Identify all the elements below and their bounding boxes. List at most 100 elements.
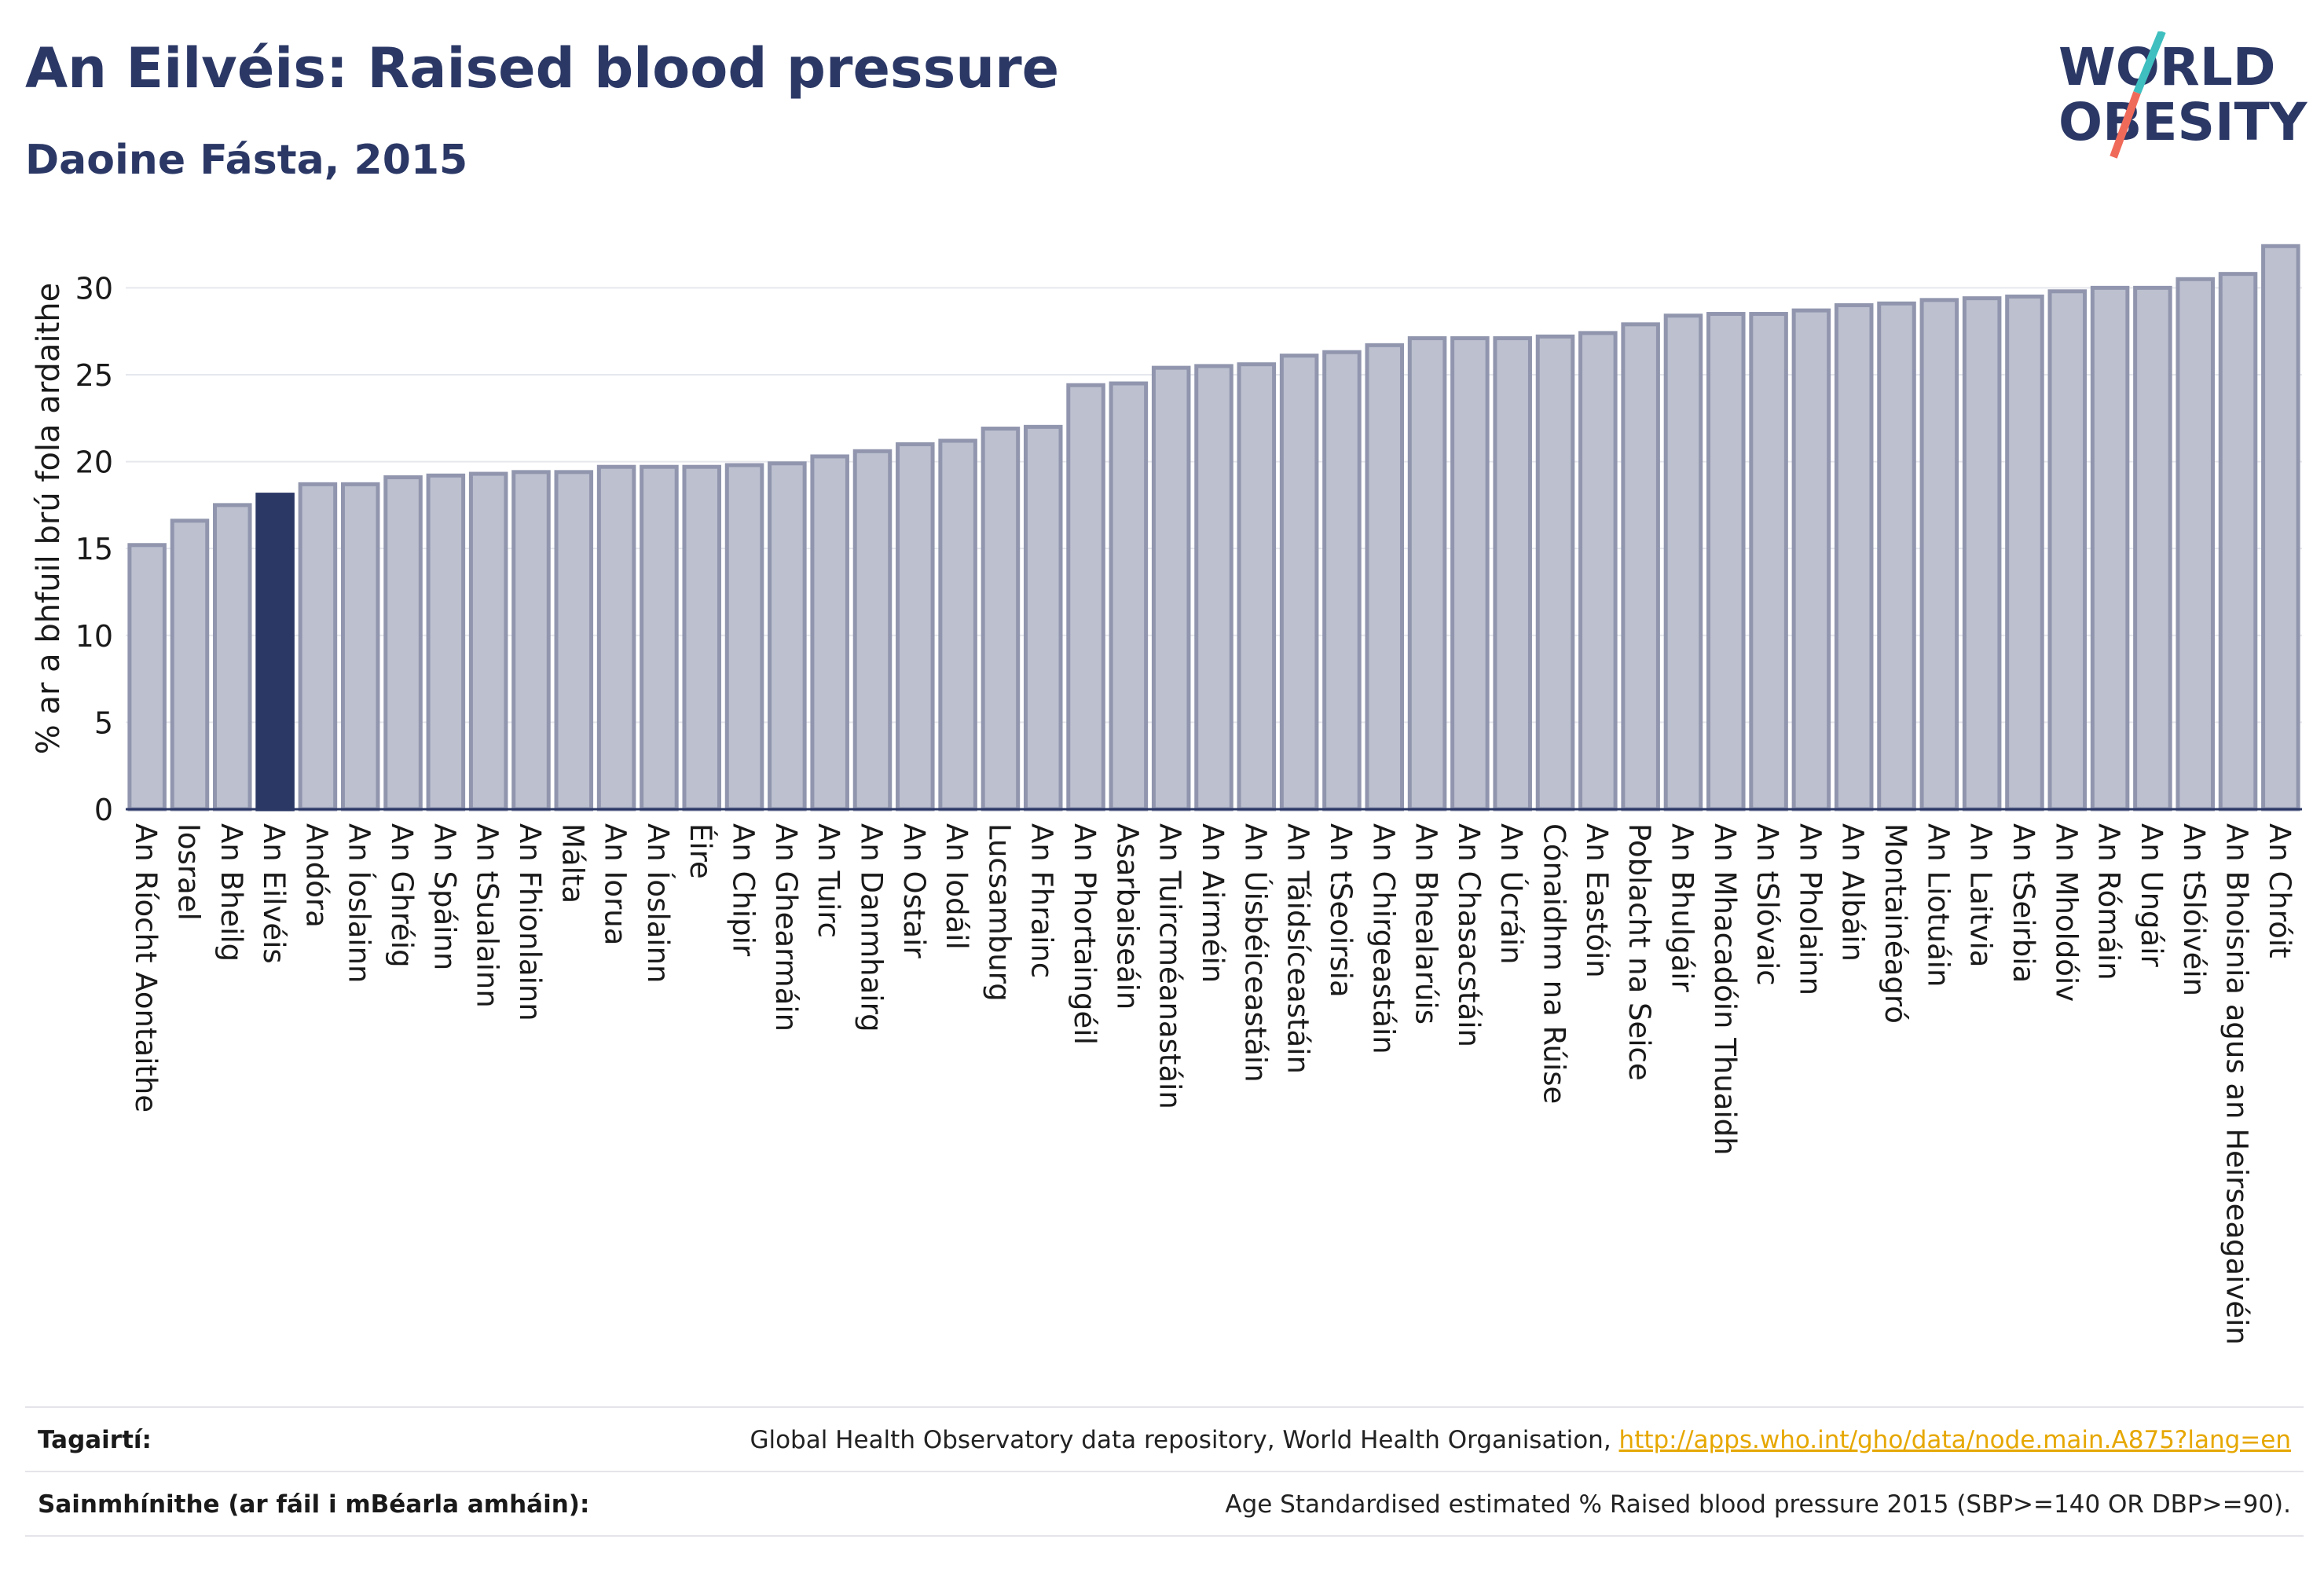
x-tick-label: Lucsamburg (982, 823, 1016, 1002)
bar (852, 449, 893, 812)
bar (468, 471, 508, 812)
bar (1322, 350, 1362, 812)
x-tick-label: An Albáin (1836, 823, 1870, 962)
x-tick-label: Andóra (299, 823, 333, 928)
bar (1749, 312, 1788, 812)
bar (981, 427, 1021, 812)
bar (938, 438, 977, 812)
references-row: Tagairtí: Global Health Observatory data… (25, 1406, 2304, 1472)
x-tick-label: Asarbaiseáin (1110, 823, 1144, 1010)
y-tick-label: 0 (94, 793, 113, 827)
x-tick-label: An Danmhairg (854, 823, 888, 1032)
bar (1237, 362, 1277, 812)
x-tick-label: An Íoslainn (641, 823, 676, 983)
y-tick-labels: 0 5 10 15 20 25 30 (75, 271, 113, 827)
chart-subtitle: Daoine Fásta, 2015 (25, 137, 468, 184)
bar (682, 464, 722, 812)
x-tick-label: An Fhionlainn (513, 823, 547, 1021)
bar (2005, 294, 2044, 812)
logo-slash-bottom (2110, 91, 2141, 159)
x-tick-label: An Phortaingéil (1068, 823, 1102, 1045)
x-tick-label: An Rómáin (2092, 823, 2126, 980)
bar (2261, 244, 2300, 812)
x-tick-label: An Ghearmáin (769, 823, 803, 1032)
x-tick-label: An Chirgeastáin (1366, 823, 1400, 1054)
references-text: Global Health Observatory data repositor… (750, 1426, 1619, 1454)
bar (2047, 289, 2088, 812)
x-tick-label: An Bhealarúis (1409, 823, 1443, 1024)
x-tick-label: An tSualainn (471, 823, 504, 1008)
x-tick-label: An tSlóvaic (1750, 823, 1784, 986)
x-tick-label: An Iorua (599, 823, 632, 945)
x-tick-label: Montainéagró (1879, 823, 1912, 1024)
bar (2218, 272, 2258, 812)
bar (1834, 302, 1874, 812)
x-tick-label: An Ghréig (385, 823, 419, 968)
bar (2133, 285, 2172, 812)
bar (596, 464, 636, 812)
x-tick-label: An Eastóin (1580, 823, 1614, 978)
x-tick-label: An Ostair (897, 823, 931, 958)
x-tick-label: An Liotuáin (1921, 823, 1955, 987)
bar (1535, 334, 1575, 812)
bar (1578, 331, 1618, 812)
bar (1450, 336, 1490, 812)
bars (127, 244, 2300, 812)
x-tick-label: An Bhulgáir (1665, 823, 1699, 993)
y-tick-label: 25 (75, 358, 113, 393)
x-tick-label: An Mholdóiv (2049, 823, 2083, 1002)
x-tick-label: An Fhrainc (1025, 823, 1059, 978)
logo-line2: OBESITY (2058, 92, 2308, 152)
x-tick-label: Éire (684, 823, 718, 879)
y-tick-label: 5 (94, 706, 113, 740)
x-tick-label: An Úisbéiceastáin (1238, 823, 1273, 1083)
bar (340, 482, 380, 812)
x-tick-label: An Chróit (2263, 823, 2297, 958)
bar (1621, 322, 1660, 812)
definitions-row: Sainmhínithe (ar fáil i mBéarla amháin):… (25, 1471, 2304, 1537)
x-tick-label: An Úcráin (1494, 823, 1529, 965)
bar (896, 442, 935, 812)
chart-title: An Eilvéis: Raised blood pressure (25, 36, 1060, 101)
bar (1791, 308, 1831, 812)
x-tick-label: Iosrael (171, 823, 205, 921)
x-tick-label: An Spáinn (427, 823, 461, 970)
y-tick-label: 15 (75, 532, 113, 566)
bar (554, 470, 594, 812)
bar (1365, 343, 1405, 812)
x-tick-label: An Airméin (1196, 823, 1230, 983)
x-tick-label: An Bhoisnia agus an Heirseagaivéin (2220, 823, 2254, 1345)
x-tick-label: An Íoslainn (343, 823, 377, 983)
x-tick-label: An Ungáir (2135, 823, 2168, 967)
x-tick-label: An Laitvia (1964, 823, 1998, 967)
x-tick-label: An Iodáil (940, 823, 973, 950)
bar (170, 519, 210, 812)
x-tick-label: An Pholainn (1793, 823, 1827, 995)
bar (1877, 301, 1916, 812)
bar (1151, 365, 1191, 812)
definitions-label: Sainmhínithe (ar fáil i mBéarla amháin): (38, 1490, 590, 1519)
y-tick-label: 20 (75, 445, 113, 480)
x-tick-label: Poblacht na Seice (1622, 823, 1656, 1081)
bar (383, 475, 423, 812)
x-tick-label: An Bheilg (214, 823, 248, 962)
bar (127, 543, 167, 812)
bar (724, 463, 764, 812)
logo-line1: WORLD (2058, 37, 2276, 97)
bar (298, 482, 338, 812)
definitions-text: Age Standardised estimated % Raised bloo… (1225, 1490, 2291, 1519)
x-tick-label: Málta (555, 823, 589, 903)
bar (1023, 424, 1063, 812)
x-tick-label: An Táidsíceastáin (1281, 823, 1315, 1074)
references-link[interactable]: http://apps.who.int/gho/data/node.main.A… (1618, 1426, 2291, 1454)
references-label: Tagairtí: (38, 1426, 152, 1454)
bar (810, 454, 849, 812)
x-tick-label: An tSeoirsia (1324, 823, 1358, 998)
x-tick-label: An tSlóivéin (2177, 823, 2211, 996)
bar (1279, 354, 1319, 812)
bar (255, 493, 295, 812)
bar (511, 470, 551, 812)
bar (1962, 296, 2002, 812)
x-tick-label: An Tuircméanastáin (1153, 823, 1187, 1109)
